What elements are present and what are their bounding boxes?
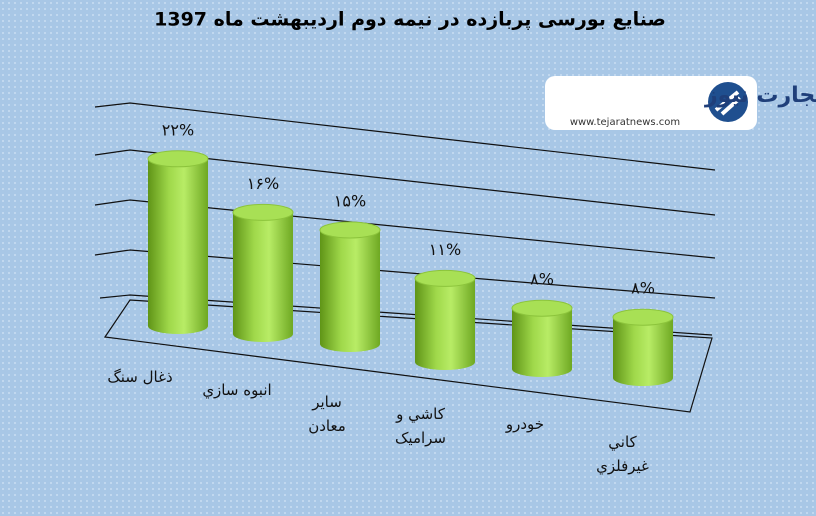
bar: [415, 278, 475, 370]
x-tick-label-box: ذغال سنگ: [107, 368, 173, 386]
value-label: ۱۱%: [429, 240, 461, 259]
value-label: ۱۵%: [334, 192, 366, 211]
bar-top: [612, 308, 674, 326]
value-label: ۲۲%: [162, 120, 194, 139]
logo-name: تجارت نیوز: [704, 83, 816, 108]
bar-top: [511, 299, 573, 317]
chart-frame: [94, 102, 716, 413]
x-tick-label: ذغال سنگ: [107, 368, 173, 386]
x-tick-label-box: خودرو: [505, 415, 545, 433]
bar-top: [414, 269, 476, 287]
x-tick-label: كاشي و سراميک: [395, 405, 446, 447]
bar: [320, 230, 380, 352]
x-tick-label: ساير معادن: [308, 393, 346, 435]
bar: [512, 308, 572, 377]
bar: [613, 317, 673, 386]
chart-title: صنایع بورسی پربازده در نیمه دوم اردیبهشت…: [154, 9, 666, 31]
bar-top: [232, 203, 294, 221]
x-tick-label: كاني غيرفلزي: [596, 433, 649, 475]
x-tick-label-box: كاشي و سراميک: [395, 405, 446, 447]
value-label: ۱۶%: [247, 174, 279, 193]
bar: [148, 158, 208, 334]
bar: [233, 212, 293, 342]
x-tick-label: انبوه سازي: [202, 381, 272, 399]
x-tick-label: خودرو: [505, 415, 545, 433]
x-tick-label-box: كاني غيرفلزي: [596, 433, 649, 475]
logo-url: www.tejaratnews.com: [570, 117, 680, 128]
x-tick-label-box: انبوه سازي: [202, 381, 272, 399]
logo: تجارت نیوز www.tejaratnews.com: [545, 76, 816, 130]
bar-top: [147, 150, 209, 168]
x-tick-label-box: ساير معادن: [308, 393, 346, 435]
value-label: ۸%: [631, 279, 655, 298]
value-label: ۸%: [530, 270, 554, 289]
bar-top: [319, 221, 381, 239]
